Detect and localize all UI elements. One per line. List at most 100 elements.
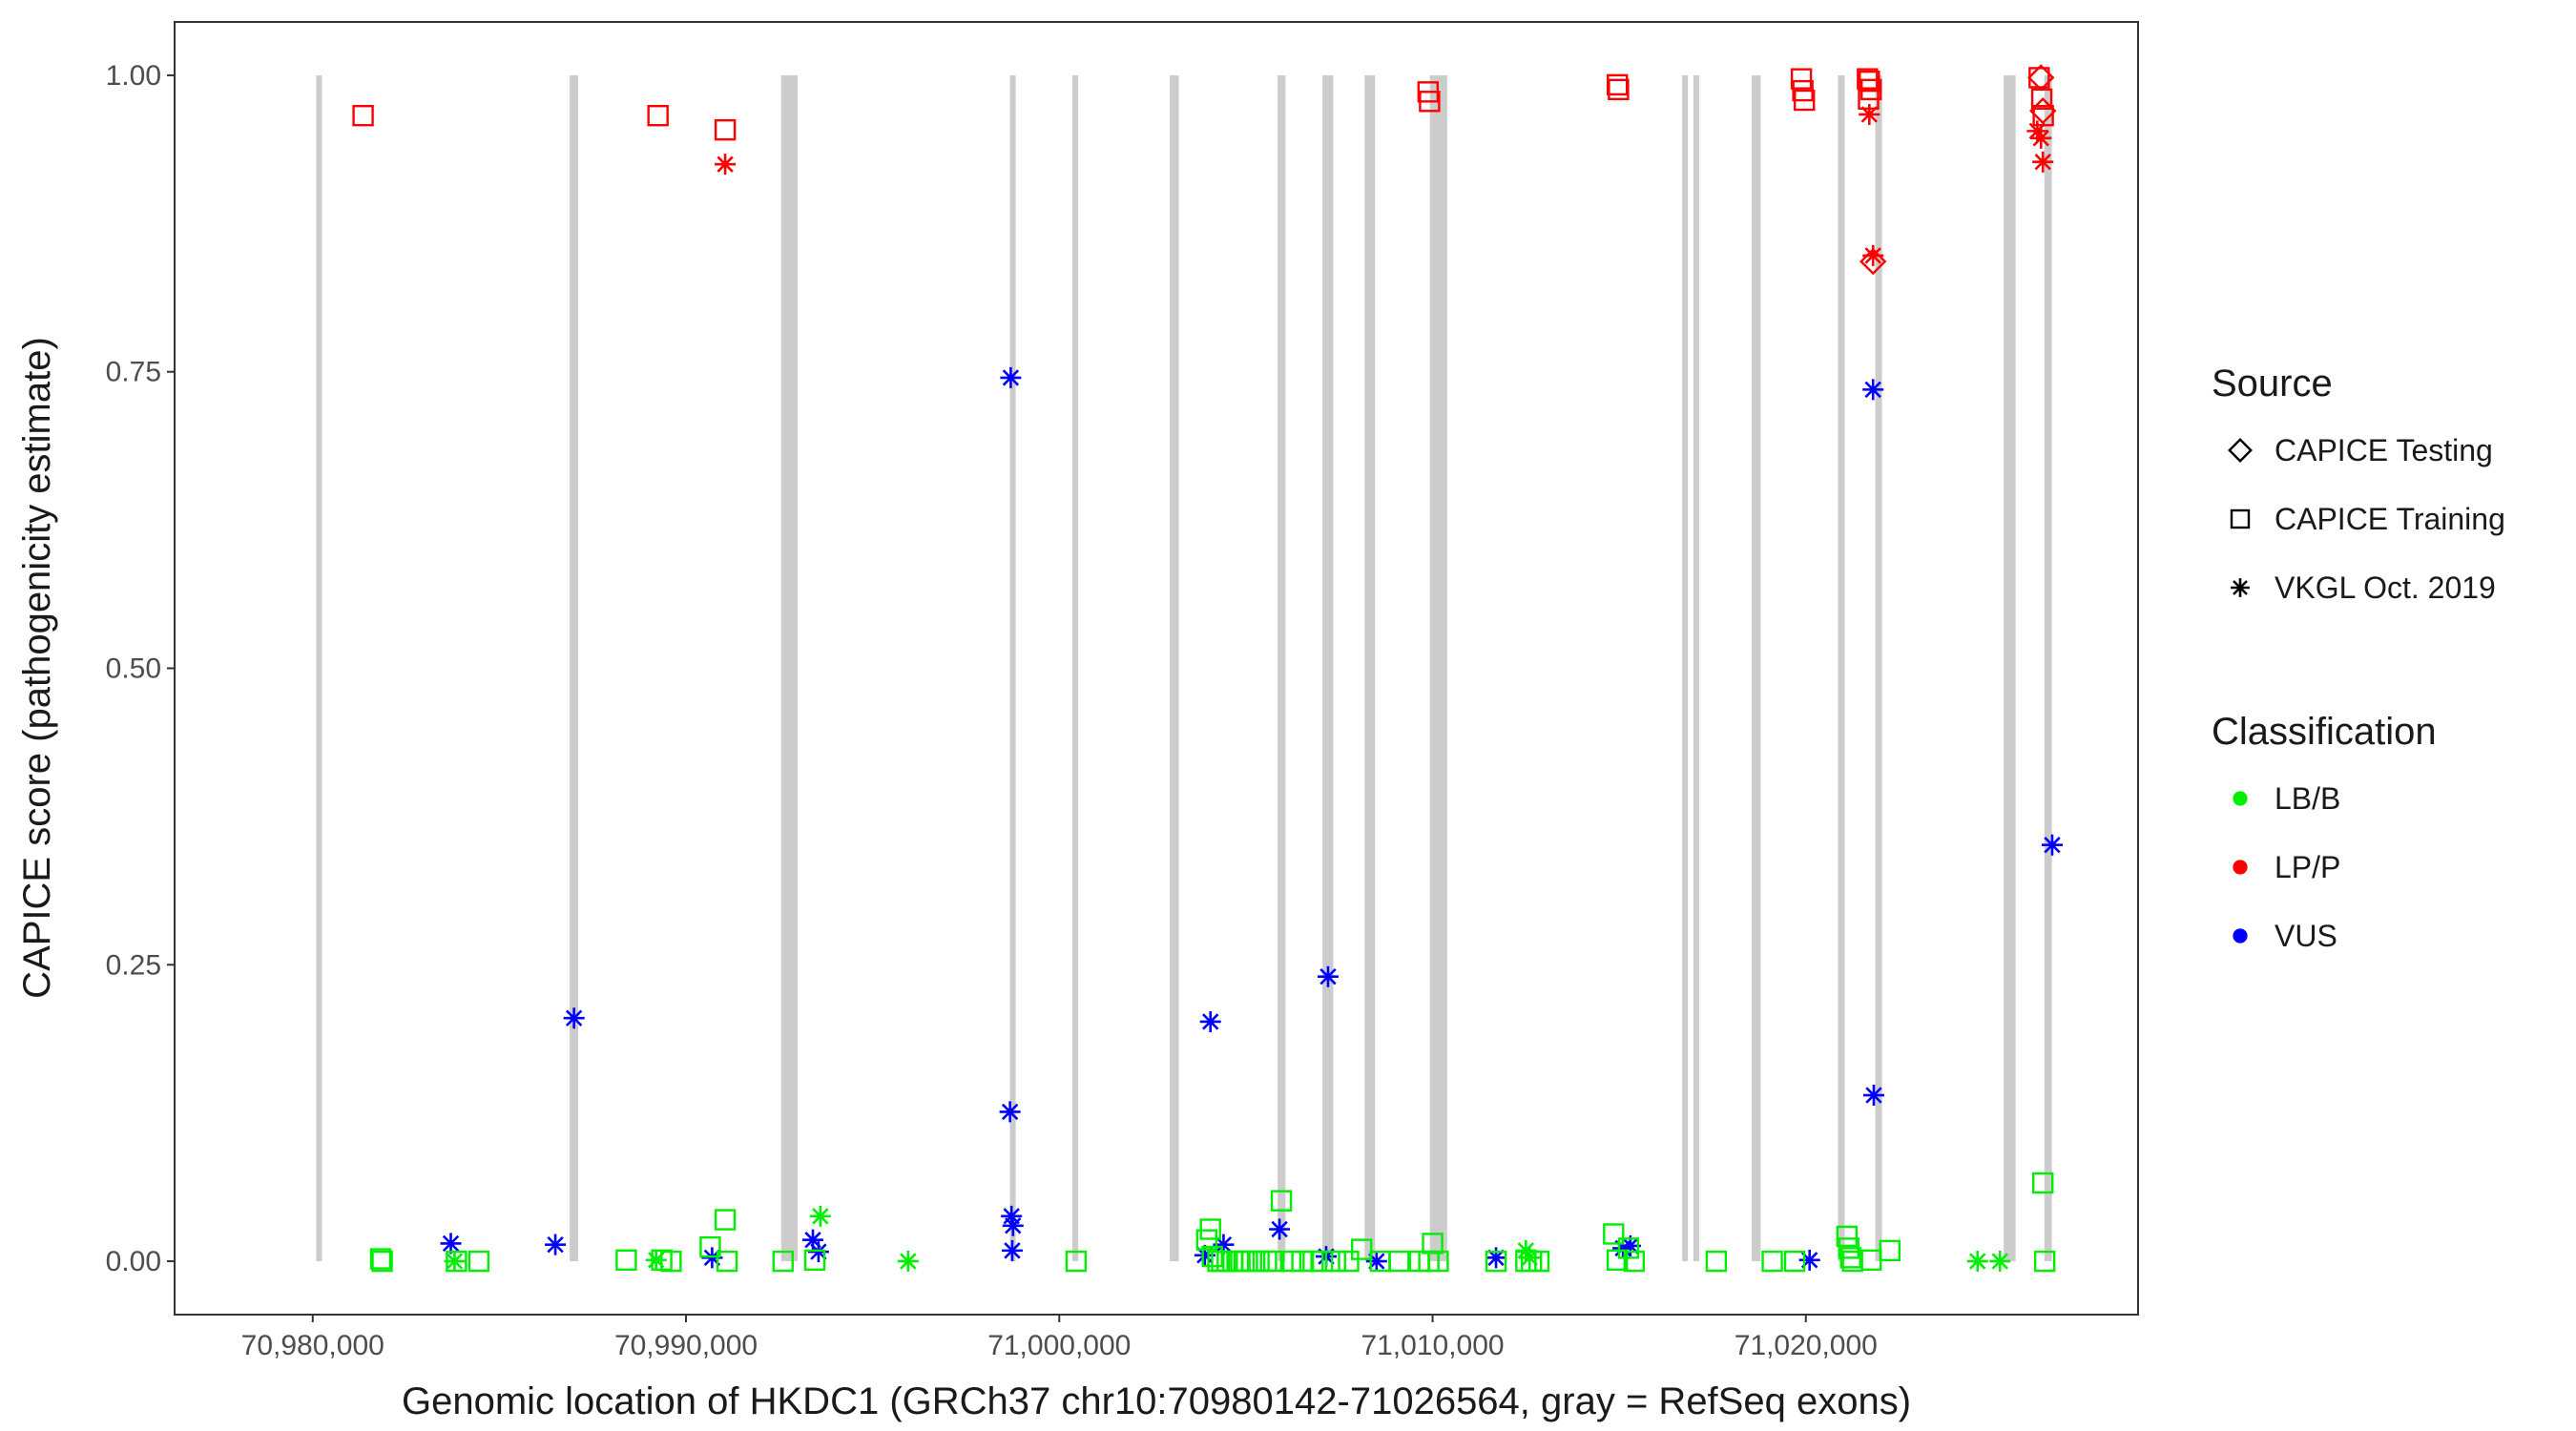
point-lb-b-capice-training bbox=[1263, 1250, 1285, 1273]
point-lb-b-capice-training bbox=[1324, 1250, 1347, 1273]
point-lp-p-capice-training bbox=[352, 105, 374, 127]
y-tick-label: 1.00 bbox=[106, 60, 161, 92]
legend-key-capice-training bbox=[2230, 508, 2251, 529]
x-tick-label: 70,980,000 bbox=[241, 1330, 384, 1361]
exon-bands bbox=[316, 74, 2052, 1262]
point-vus-vkgl-oct-2019 bbox=[545, 1234, 567, 1255]
point-vus-vkgl-oct-2019 bbox=[440, 1233, 462, 1255]
legend-key-vus bbox=[2233, 928, 2248, 944]
point-vus-vkgl-oct-2019 bbox=[1002, 1214, 1024, 1236]
point-lb-b-capice-training bbox=[1279, 1250, 1302, 1273]
point-lb-b-capice-training bbox=[1427, 1250, 1449, 1273]
point-lp-p-vkgl-oct-2019 bbox=[2026, 120, 2048, 142]
point-lb-b-capice-training bbox=[660, 1250, 682, 1273]
point-lb-b-capice-training bbox=[1199, 1218, 1221, 1240]
exon-band bbox=[1682, 74, 1689, 1262]
point-vus-vkgl-oct-2019 bbox=[999, 1101, 1021, 1123]
point-lb-b-capice-training bbox=[1422, 1233, 1444, 1255]
x-axis: 70,980,000 70,990,000 71,000,000 71,010,000… bbox=[241, 1315, 1878, 1361]
y-tick-label: 0.25 bbox=[106, 949, 161, 981]
point-lb-b-capice-training bbox=[699, 1235, 721, 1258]
x-tick-label: 71,010,000 bbox=[1361, 1330, 1504, 1361]
exon-band bbox=[1875, 74, 1882, 1262]
point-vus-vkgl-oct-2019 bbox=[1199, 1010, 1221, 1032]
point-lb-b-capice-training bbox=[615, 1249, 637, 1272]
x-tick-label: 71,000,000 bbox=[987, 1330, 1131, 1361]
exon-band bbox=[316, 74, 322, 1262]
point-vus-vkgl-oct-2019 bbox=[1000, 366, 1022, 388]
point-vus-vkgl-oct-2019 bbox=[1194, 1244, 1215, 1266]
point-lb-b-capice-training bbox=[772, 1250, 794, 1273]
exon-band bbox=[1429, 74, 1447, 1262]
point-lb-b-capice-training bbox=[1879, 1239, 1901, 1262]
y-tick-label: 0.50 bbox=[106, 653, 161, 685]
legend-key-vkgl-oct-2019 bbox=[2231, 578, 2250, 597]
point-lp-p-vkgl-oct-2019 bbox=[2032, 151, 2054, 173]
point-lp-p-capice-training bbox=[1790, 68, 1813, 90]
point-vus-vkgl-oct-2019 bbox=[1485, 1247, 1507, 1269]
point-lb-b-capice-training bbox=[1485, 1250, 1507, 1273]
exon-band bbox=[2004, 74, 2016, 1262]
legend-label-lb-b: LB/B bbox=[2275, 781, 2340, 816]
exon-band bbox=[1170, 74, 1179, 1262]
point-lb-b-capice-training bbox=[716, 1250, 738, 1273]
point-lb-b-capice-training bbox=[714, 1209, 737, 1231]
x-tick-label: 70,990,000 bbox=[614, 1330, 758, 1361]
point-lb-b-capice-training bbox=[369, 1248, 392, 1270]
y-axis-title: CAPICE score (pathogenicity estimate) bbox=[16, 337, 58, 999]
legend-label-capice-testing: CAPICE Testing bbox=[2275, 433, 2493, 467]
point-lb-b-vkgl-oct-2019 bbox=[1966, 1251, 1988, 1273]
legend-class-entries: LB/B LP/P VUS bbox=[2233, 781, 2340, 953]
point-lb-b-vkgl-oct-2019 bbox=[444, 1251, 466, 1273]
point-lb-b-capice-training bbox=[1291, 1250, 1313, 1273]
exon-band bbox=[1838, 74, 1845, 1262]
point-lb-b-capice-training bbox=[446, 1250, 467, 1273]
legend-title-classification: Classification bbox=[2212, 711, 2437, 753]
point-vus-vkgl-oct-2019 bbox=[1269, 1218, 1291, 1240]
y-axis: 0.00 0.25 0.50 0.75 1.00 bbox=[106, 60, 175, 1277]
legend-label-vkgl-oct-2019: VKGL Oct. 2019 bbox=[2275, 570, 2496, 605]
point-lb-b-capice-training bbox=[1603, 1223, 1625, 1245]
point-lp-p-vkgl-oct-2019 bbox=[2030, 127, 2052, 149]
exon-band bbox=[1364, 74, 1376, 1262]
point-vus-vkgl-oct-2019 bbox=[1619, 1234, 1641, 1256]
point-lb-b-capice-training bbox=[467, 1250, 490, 1273]
point-lp-p-capice-training bbox=[647, 105, 669, 127]
point-vus-vkgl-oct-2019 bbox=[1365, 1251, 1387, 1273]
point-lb-b-capice-training bbox=[2032, 1172, 2054, 1194]
point-lb-b-capice-training bbox=[1338, 1250, 1360, 1273]
point-lp-p-capice-training bbox=[714, 118, 737, 141]
point-lp-p-capice-training bbox=[2028, 67, 2050, 89]
point-lp-p-vkgl-oct-2019 bbox=[1859, 103, 1880, 125]
legend-label-capice-training: CAPICE Training bbox=[2275, 502, 2505, 536]
y-tick-label: 0.75 bbox=[106, 357, 161, 388]
point-vus-vkgl-oct-2019 bbox=[1798, 1249, 1820, 1271]
legend-source-entries: CAPICE Testing CAPICE Training VKGL Oct. 2… bbox=[2228, 433, 2505, 605]
point-lb-b-capice-training bbox=[1761, 1250, 1783, 1273]
point-lb-b-capice-training bbox=[1065, 1250, 1088, 1273]
point-lb-b-vkgl-oct-2019 bbox=[1989, 1251, 2011, 1273]
exon-band bbox=[1752, 74, 1761, 1262]
point-vus-vkgl-oct-2019 bbox=[563, 1007, 585, 1029]
point-lb-b-vkgl-oct-2019 bbox=[645, 1249, 667, 1271]
point-lb-b-capice-training bbox=[2033, 1250, 2056, 1273]
data-points bbox=[352, 64, 2064, 1273]
y-tick-label: 0.00 bbox=[106, 1246, 161, 1277]
point-vus-vkgl-oct-2019 bbox=[1001, 1239, 1023, 1261]
exon-band bbox=[1693, 74, 1699, 1262]
point-lb-b-capice-training bbox=[1527, 1250, 1550, 1273]
point-lb-b-capice-training bbox=[1311, 1250, 1334, 1273]
exon-band bbox=[2044, 74, 2052, 1262]
point-lp-p-capice-testing bbox=[1859, 247, 1887, 276]
point-lp-p-vkgl-oct-2019 bbox=[1862, 244, 1884, 266]
exon-band bbox=[1071, 74, 1079, 1262]
legend: Source CAPICE Testing CAPICE Training VKGL… bbox=[2212, 363, 2505, 953]
point-lb-b-capice-training bbox=[1350, 1238, 1373, 1260]
point-vus-vkgl-oct-2019 bbox=[1001, 1205, 1023, 1227]
point-lp-p-capice-training bbox=[1608, 78, 1630, 101]
legend-label-vus: VUS bbox=[2275, 919, 2337, 953]
point-vus-vkgl-oct-2019 bbox=[1612, 1237, 1634, 1259]
point-lb-b-vkgl-oct-2019 bbox=[809, 1205, 831, 1227]
point-vus-vkgl-oct-2019 bbox=[1213, 1234, 1235, 1255]
